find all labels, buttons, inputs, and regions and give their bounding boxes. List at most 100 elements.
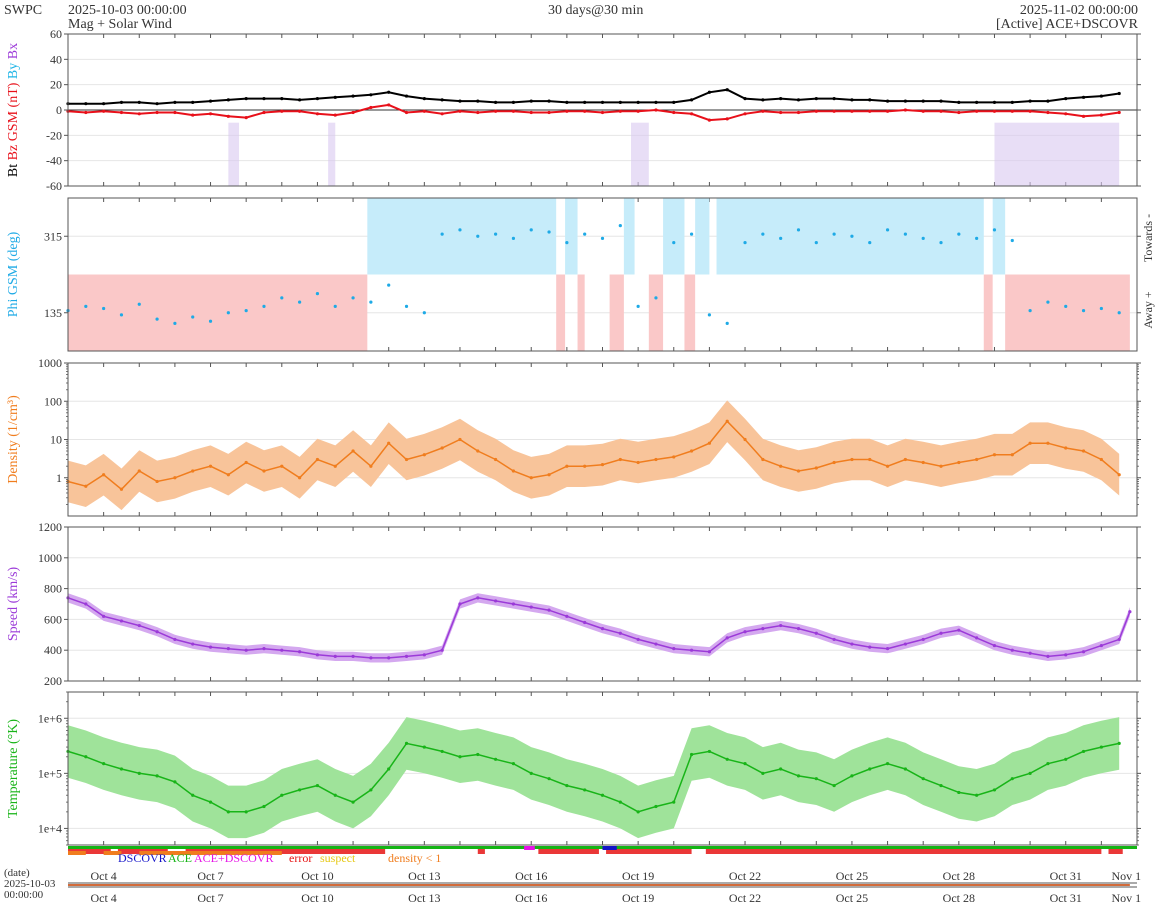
phi-away-band	[609, 274, 624, 351]
density-point	[333, 464, 337, 468]
phi-point	[975, 236, 979, 240]
temperature-point	[1046, 762, 1050, 766]
temperature-ylabel: Temperature (°K)	[6, 719, 21, 818]
mag-point-bt	[137, 100, 141, 104]
temperature-point	[796, 774, 801, 778]
temperature-point	[458, 755, 462, 759]
temperature-point	[137, 771, 141, 775]
density-point	[226, 473, 230, 477]
mag-point-bz	[796, 110, 801, 115]
temperature-point	[939, 783, 943, 788]
speed-panel-border	[67, 526, 1138, 682]
temperature-point	[244, 810, 248, 814]
flag-error-span	[477, 849, 485, 854]
temperature-point	[404, 741, 409, 745]
mag-point-bz	[814, 109, 818, 113]
mag-point-bz	[939, 109, 943, 113]
temperature-point	[1099, 745, 1103, 749]
speed-point	[333, 654, 337, 658]
speed-point	[476, 596, 480, 600]
density-point	[84, 484, 88, 488]
density-point	[102, 473, 106, 477]
phi-point	[565, 241, 569, 245]
temperature-point	[262, 804, 266, 809]
density-point	[850, 457, 854, 462]
density-point	[921, 460, 925, 465]
phi-point	[1117, 311, 1121, 315]
phi-point	[743, 241, 747, 245]
time-tick-label-bottom: Oct 22	[729, 891, 761, 905]
speed-point	[440, 648, 444, 652]
temperature-point	[885, 762, 890, 766]
mag-point-bt	[868, 98, 872, 102]
temperature-point	[547, 777, 551, 781]
temperature-point	[119, 767, 124, 771]
mag-point-bz	[672, 110, 676, 115]
time-tick-label-bottom: Oct 7	[197, 891, 223, 905]
phi-away-band	[68, 274, 368, 351]
speed-point	[814, 631, 818, 635]
mag-point-bt	[1064, 97, 1068, 101]
speed-point	[583, 620, 587, 625]
mag-point-bt	[921, 99, 925, 103]
date-axis-value: 2025-10-03	[4, 878, 56, 890]
speed-point	[1117, 637, 1121, 642]
mag-point-bz	[387, 103, 391, 107]
mag-point-bz	[208, 112, 213, 116]
phi-point	[814, 241, 818, 245]
mag-panel-border	[67, 33, 1138, 187]
mag-point-bt	[262, 97, 266, 101]
phi-away-label: Away +	[1141, 291, 1155, 329]
mag-point-bt	[102, 102, 106, 106]
time-tick-label-bottom: Nov 1	[1111, 891, 1141, 905]
temperature-point	[761, 771, 765, 775]
temperature-ytick-label: 1e+5	[38, 766, 62, 780]
speed-point	[137, 623, 141, 628]
mag-point-bz	[119, 110, 124, 115]
temperature-point	[422, 745, 426, 749]
speed-ylabel: Speed (km/s)	[6, 567, 21, 642]
phi-towards-band	[663, 198, 685, 275]
speed-point	[636, 637, 640, 642]
temperature-ytick-label: 1e+4	[38, 821, 62, 835]
flag-density-span	[139, 851, 282, 855]
temperature-point	[1117, 741, 1121, 745]
mag-point-bt	[939, 99, 943, 103]
temperature-point	[992, 788, 997, 792]
mag-point-bz	[743, 112, 747, 116]
mag-point-bt	[440, 98, 444, 102]
density-point	[1028, 441, 1032, 445]
flag-error-span	[68, 849, 111, 854]
time-tick-label-bottom: Oct 10	[301, 891, 333, 905]
speed-point	[903, 642, 907, 646]
phi-point	[600, 236, 605, 240]
phi-point	[868, 241, 872, 245]
temperature-point	[689, 752, 694, 757]
density-point	[992, 453, 997, 457]
mag-ytick-label: -60	[46, 179, 62, 193]
phi-point	[387, 283, 391, 287]
mag-point-bz	[689, 112, 694, 116]
time-tick-label: Oct 22	[729, 869, 761, 883]
mag-point-bt	[476, 99, 480, 103]
density-range-band	[68, 400, 1120, 511]
temperature-point	[333, 793, 337, 797]
mag-point-bz	[476, 110, 480, 115]
density-point	[137, 469, 141, 473]
temperature-point	[369, 788, 373, 792]
speed-point	[369, 656, 373, 660]
phi-point	[208, 319, 213, 323]
phi-ytick-label: 315	[44, 229, 62, 243]
mag-point-bt	[761, 98, 765, 102]
density-point	[494, 457, 498, 462]
mag-point-bz	[654, 108, 658, 112]
temperature-point	[315, 783, 320, 788]
speed-point	[404, 654, 409, 658]
speed-point	[725, 636, 729, 640]
mag-point-bt	[796, 98, 801, 102]
temperature-point	[636, 810, 640, 814]
speed-point	[796, 627, 801, 631]
mag-point-bz	[992, 109, 997, 113]
mag-point-bt	[119, 100, 124, 104]
density-point	[779, 464, 783, 468]
